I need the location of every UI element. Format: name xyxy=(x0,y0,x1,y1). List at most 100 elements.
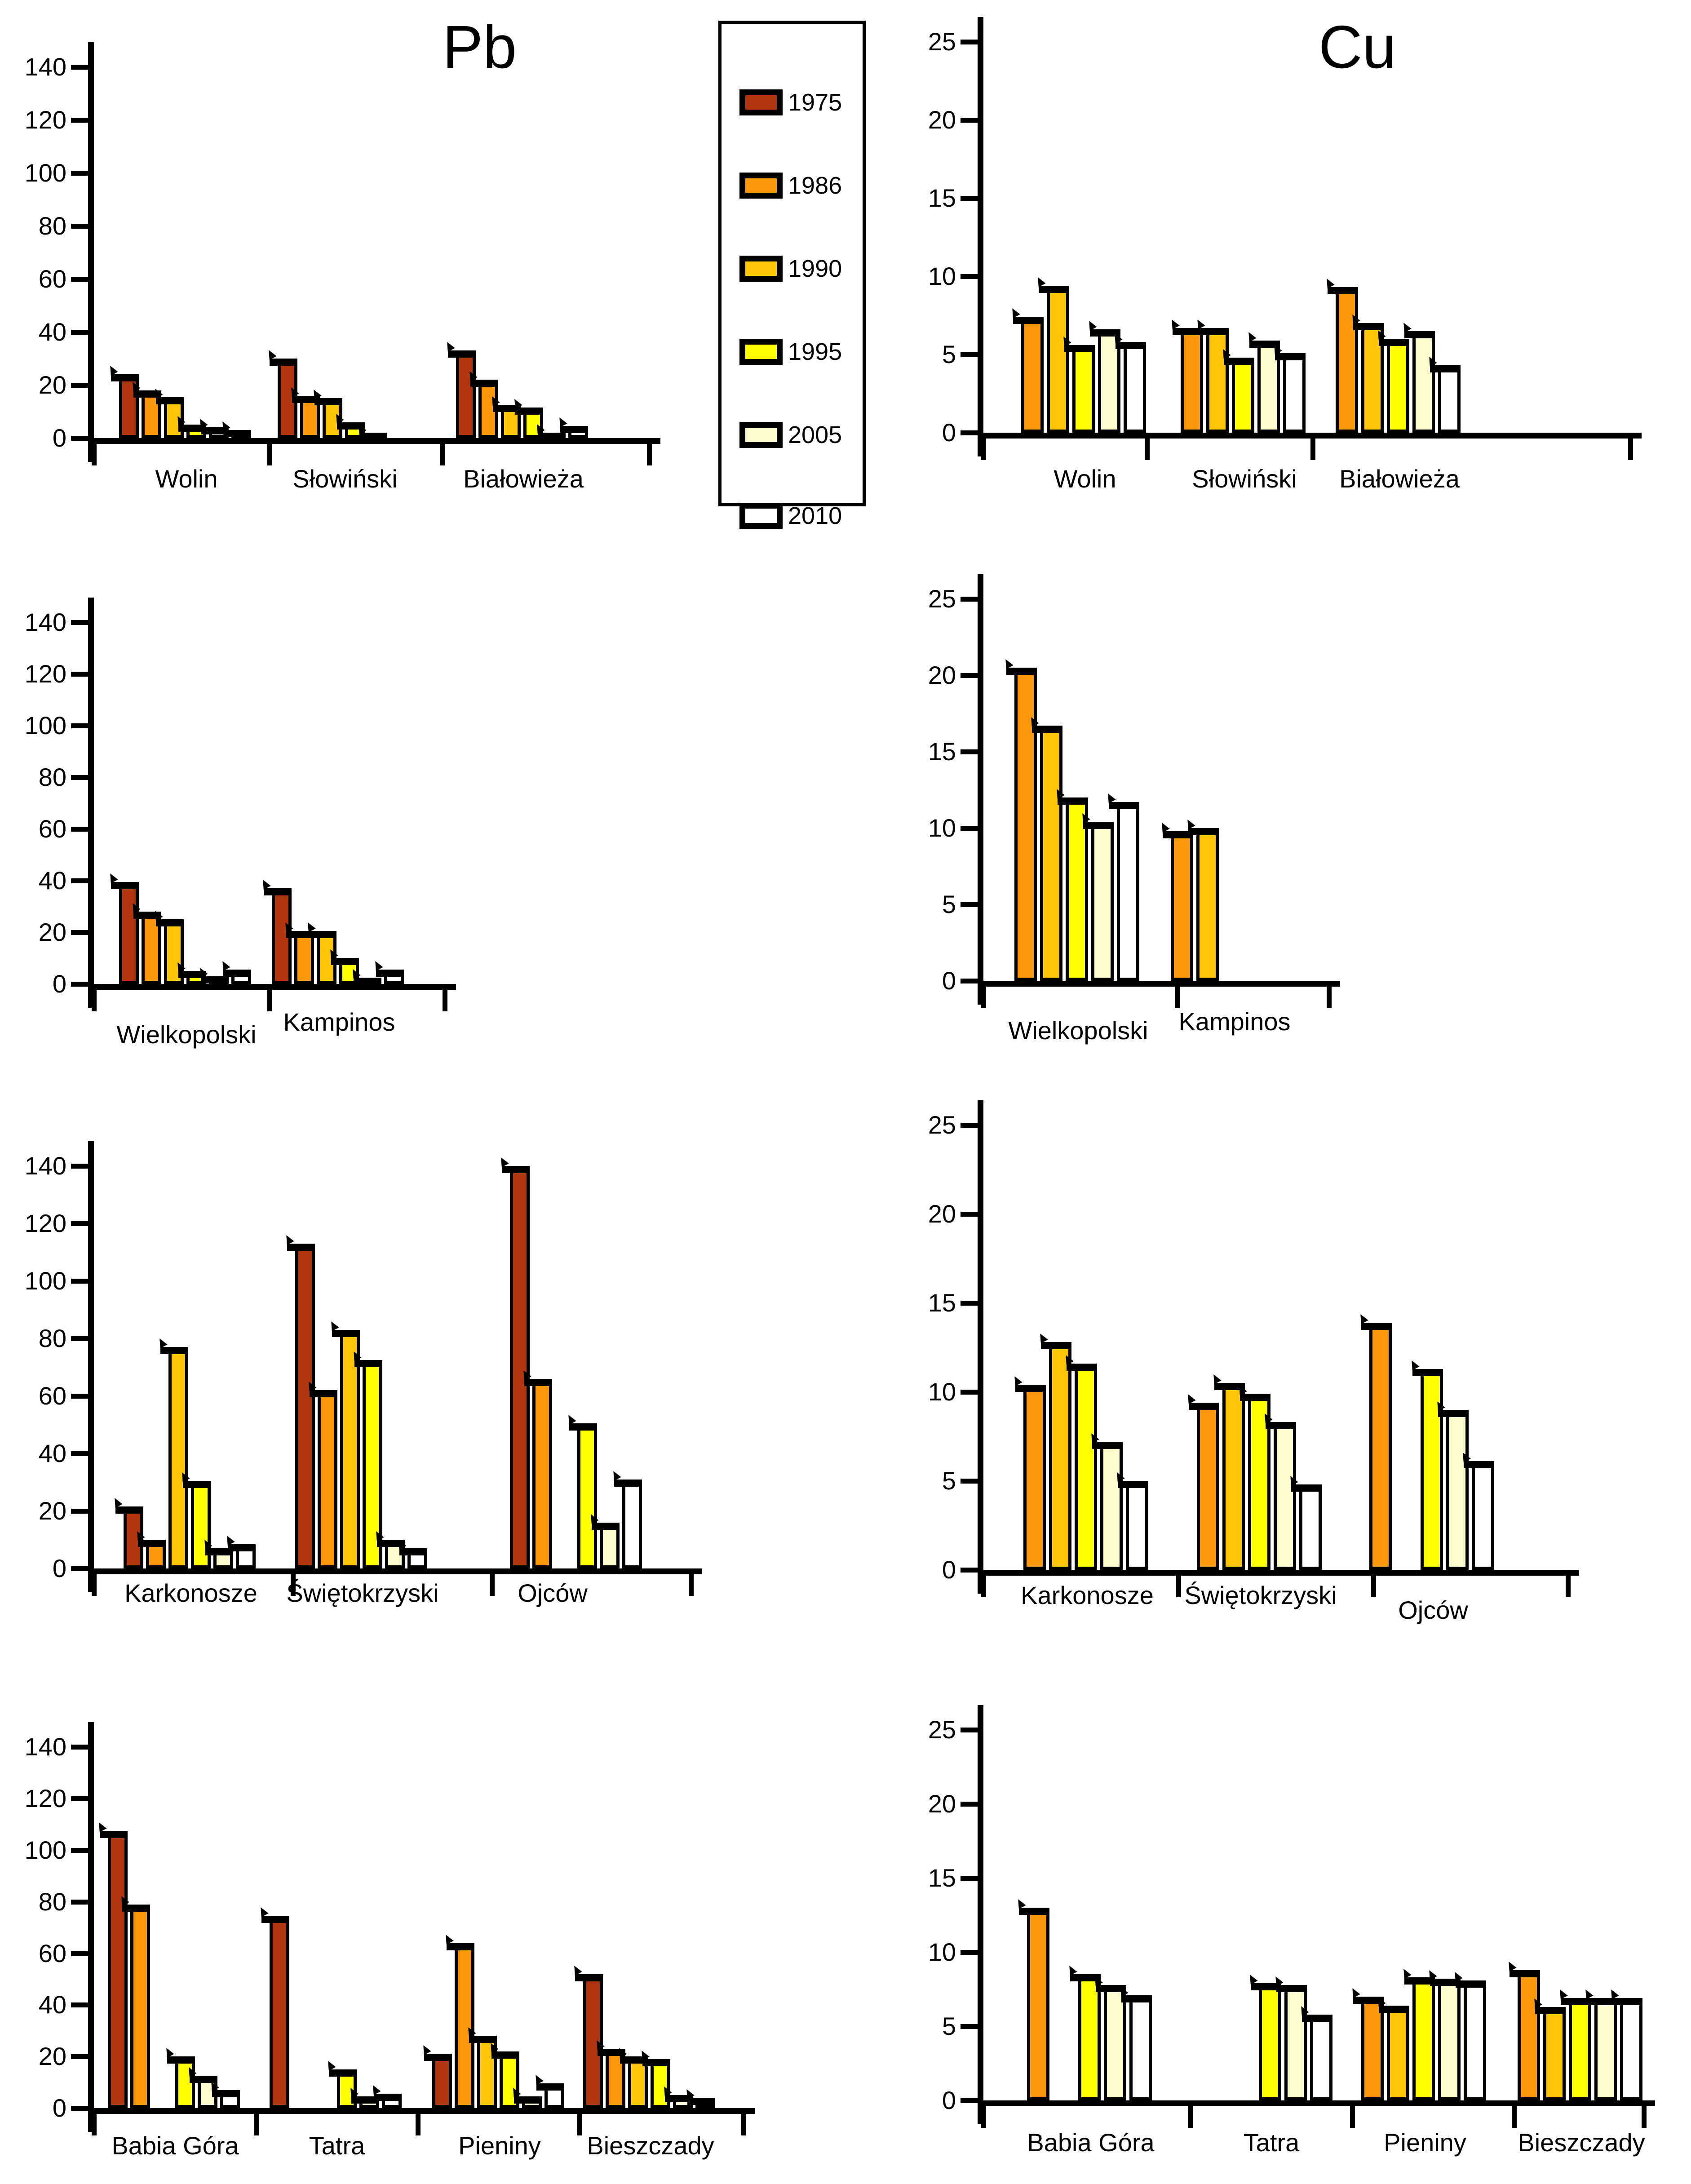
y-tick-label: 25 xyxy=(928,1715,956,1744)
category-label: Bieszczady xyxy=(1518,2128,1645,2157)
bar xyxy=(1072,345,1095,433)
cap-arrow-icon xyxy=(1111,331,1123,344)
bar-cap xyxy=(687,2098,715,2105)
y-tick xyxy=(71,1745,88,1750)
bar-cap xyxy=(1404,331,1435,338)
bar xyxy=(1222,1383,1245,1570)
bar-cap xyxy=(1006,668,1037,675)
bar-cap xyxy=(1090,329,1120,337)
cap-arrow-icon xyxy=(1400,320,1412,333)
cap-arrow-icon xyxy=(1104,791,1116,804)
x-tick xyxy=(1512,2106,1517,2128)
y-tick xyxy=(961,979,978,983)
cap-arrow-icon xyxy=(1374,328,1386,341)
y-tick-label: 20 xyxy=(928,1200,956,1228)
y-tick xyxy=(71,775,88,780)
x-tick xyxy=(92,1574,97,1596)
legend-swatch-2005 xyxy=(739,422,783,448)
category-label: Tatra xyxy=(1243,2128,1300,2157)
y-tick xyxy=(71,383,88,388)
cap-arrow-icon xyxy=(465,2025,476,2038)
cap-arrow-icon xyxy=(1158,820,1170,833)
cap-arrow-icon xyxy=(520,1368,531,1381)
cap-arrow-icon xyxy=(1459,1450,1471,1463)
y-tick-label: 120 xyxy=(24,660,66,688)
category-label: Wielkopolski xyxy=(1008,1016,1148,1045)
y-tick xyxy=(71,224,88,229)
bar xyxy=(455,1943,474,2108)
y-tick xyxy=(71,620,88,625)
y-tick-label: 15 xyxy=(928,1864,956,1892)
cap-arrow-icon xyxy=(1009,306,1020,319)
bar xyxy=(1027,1908,1049,2100)
y-tick xyxy=(961,1950,978,1955)
bar xyxy=(209,976,229,984)
cap-arrow-icon xyxy=(532,2073,544,2085)
bar-cap xyxy=(469,2036,497,2043)
y-tick-label: 20 xyxy=(928,106,956,134)
bar-cap xyxy=(1070,1974,1101,1981)
bar-cap xyxy=(598,2049,625,2056)
x-tick xyxy=(1350,2106,1355,2128)
bar-cap xyxy=(314,398,342,405)
y-tick-label: 0 xyxy=(942,418,956,447)
bar xyxy=(1248,1394,1270,1570)
cap-arrow-icon xyxy=(129,380,141,392)
bar xyxy=(1412,331,1435,433)
bar xyxy=(522,2096,542,2108)
cap-arrow-icon xyxy=(1272,1974,1284,1987)
category-label: Babia Góra xyxy=(1027,2128,1155,2157)
bar xyxy=(1387,339,1409,433)
bar-cap xyxy=(1032,726,1062,733)
bar xyxy=(1369,1323,1392,1570)
cap-arrow-icon xyxy=(660,2084,672,2097)
bar xyxy=(1446,1410,1469,1570)
cap-arrow-icon xyxy=(556,415,567,428)
y-axis xyxy=(978,1705,983,2124)
bar xyxy=(1021,317,1044,433)
title-pb: Pb xyxy=(443,13,517,81)
category-label: Białowieża xyxy=(1339,465,1460,493)
bar-cap xyxy=(309,931,336,938)
bar-cap xyxy=(1064,345,1095,352)
y-tick-label: 5 xyxy=(942,2012,956,2040)
bar xyxy=(628,2056,648,2108)
bar-cap xyxy=(337,422,365,430)
x-tick xyxy=(490,1574,495,1596)
legend-label-1986: 1986 xyxy=(788,172,842,199)
bar xyxy=(1518,1970,1540,2100)
x-tick xyxy=(689,1574,694,1596)
bar-cap xyxy=(261,1916,289,1923)
legend-swatch-1990 xyxy=(739,256,783,282)
bar-cap xyxy=(1109,802,1139,809)
bar xyxy=(1049,1342,1071,1570)
y-tick xyxy=(71,171,88,176)
bar xyxy=(1126,1481,1148,1570)
legend-label-2010: 2010 xyxy=(788,502,842,529)
bar-cap xyxy=(1058,797,1088,805)
category-label: Wolin xyxy=(1054,465,1116,493)
y-tick-label: 100 xyxy=(24,1267,66,1295)
bar-cap xyxy=(190,2076,217,2083)
cap-arrow-icon xyxy=(1210,1372,1222,1385)
cap-arrow-icon xyxy=(395,1537,407,1550)
bar xyxy=(359,2096,379,2108)
bar xyxy=(278,359,297,438)
bar-cap xyxy=(264,888,292,895)
bar xyxy=(363,1360,382,1568)
cap-arrow-icon xyxy=(638,2048,650,2061)
bar-cap xyxy=(1535,2007,1566,2014)
cap-arrow-icon xyxy=(442,1932,454,1945)
bar xyxy=(295,1244,315,1568)
y-tick-label: 25 xyxy=(928,1111,956,1139)
x-tick xyxy=(1145,439,1150,460)
y-tick-label: 25 xyxy=(928,585,956,613)
cap-arrow-icon xyxy=(1349,312,1360,325)
bar-cap xyxy=(1039,286,1069,293)
cap-arrow-icon xyxy=(420,2043,431,2056)
bar-cap xyxy=(1379,2006,1409,2013)
legend-swatch-2010 xyxy=(739,503,783,529)
x-axis xyxy=(978,2100,1655,2106)
y-tick-label: 140 xyxy=(24,1152,66,1180)
bar xyxy=(220,2090,240,2108)
